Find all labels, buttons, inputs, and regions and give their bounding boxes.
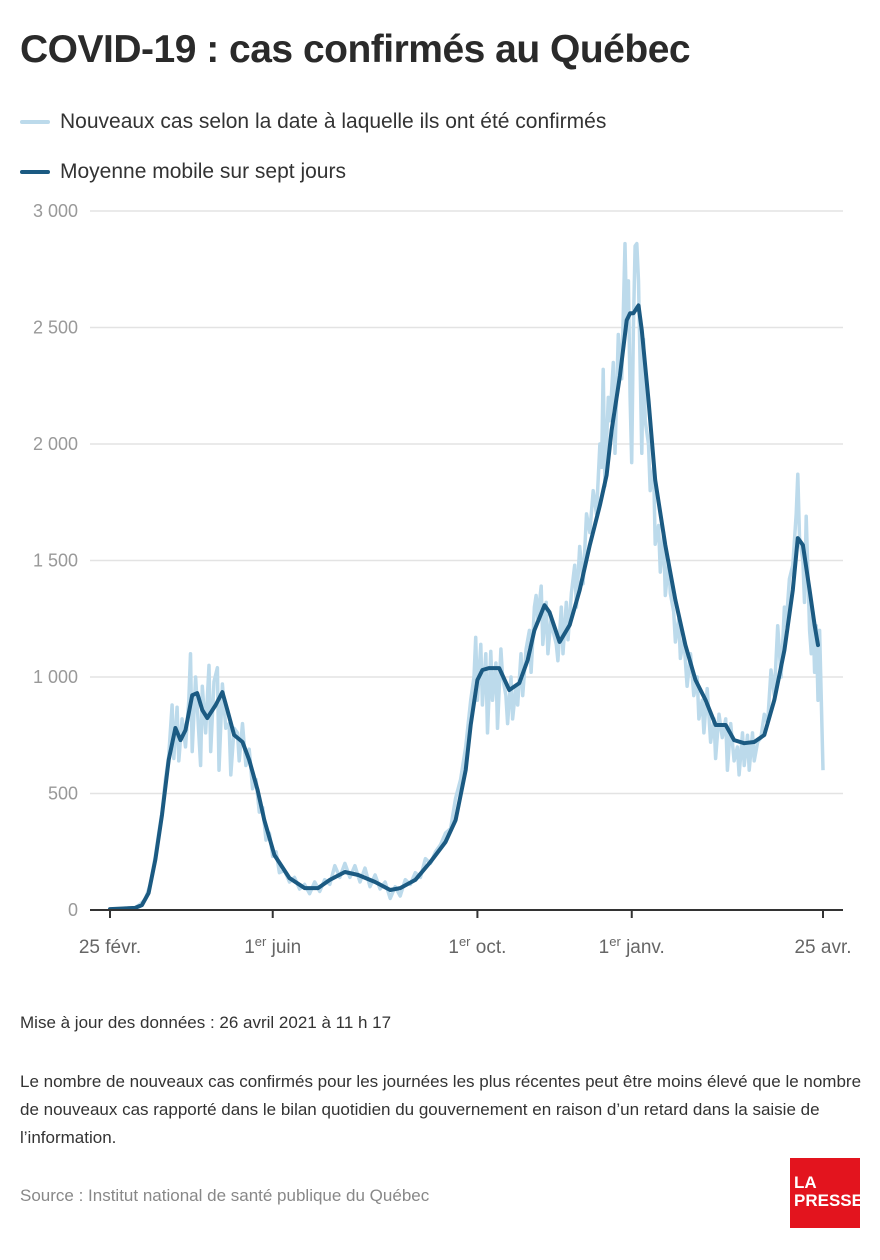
- legend-label-raw: Nouveaux cas selon la date à laquelle il…: [60, 110, 607, 133]
- update-timestamp: Mise à jour des données : 26 avril 2021 …: [20, 1013, 392, 1032]
- legend-label-average: Moyenne mobile sur sept jours: [60, 160, 346, 183]
- chart-title: COVID-19 : cas confirmés au Québec: [20, 28, 691, 71]
- legend-item-average: Moyenne mobile sur sept jours: [20, 160, 346, 184]
- la-presse-logo: LA PRESSE: [790, 1158, 863, 1228]
- source-credit: Source : Institut national de santé publ…: [20, 1186, 430, 1205]
- x-tick-label: 25 avr.: [794, 937, 851, 958]
- y-tick-label: 0: [68, 900, 78, 920]
- y-tick-label: 1 500: [33, 551, 78, 571]
- x-tick-label: 25 févr.: [79, 937, 141, 958]
- line-chart: 0 500 1 000 1 500 2 000 2 500 3 000 25 févr. 1e…: [33, 201, 852, 958]
- legend-item-raw: Nouveaux cas selon la date à laquelle il…: [20, 110, 606, 134]
- legend-swatch-raw: [20, 120, 50, 124]
- y-tick-label: 500: [48, 784, 78, 804]
- series-line-average: [108, 303, 820, 912]
- x-tick-label: 1er juin: [244, 934, 301, 958]
- y-tick-label: 3 000: [33, 201, 78, 221]
- x-tick-label: 1er oct.: [448, 934, 506, 958]
- x-tick-label: 1er janv.: [599, 934, 665, 958]
- y-tick-label: 1 000: [33, 667, 78, 687]
- series-line-raw: [109, 241, 825, 912]
- data-note: Le nombre de nouveaux cas confirmés pour…: [20, 1072, 862, 1147]
- y-tick-label: 2 500: [33, 318, 78, 338]
- y-tick-label: 2 000: [33, 434, 78, 454]
- legend-swatch-average: [20, 170, 50, 174]
